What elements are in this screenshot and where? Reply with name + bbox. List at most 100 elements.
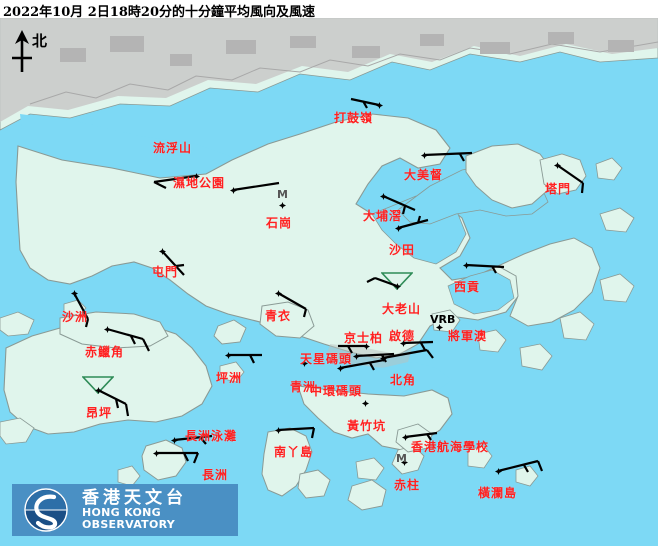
station-dot-icon: [337, 365, 344, 372]
triangle-marker-tates-cairn: [380, 272, 414, 294]
station-dot-icon: [362, 400, 369, 407]
station-label-ngong-ping: 昂坪: [86, 406, 113, 420]
station-label-hk-sea-school: 香港航海學校: [411, 440, 490, 454]
station-dot-icon: [153, 450, 160, 457]
station-dot-icon: [421, 152, 428, 159]
station-dot-icon: [380, 355, 387, 362]
station-label-sha-chau: 沙洲: [62, 310, 89, 324]
station-dot-icon: [159, 248, 166, 255]
lamma-island-shape: [261, 427, 331, 499]
hong-kong-map: [0, 18, 658, 546]
m-annotation-shek-kong: M: [277, 188, 288, 201]
station-label-north-point: 北角: [390, 373, 417, 387]
station-dot-icon: [380, 193, 387, 200]
station-label-tates-cairn: 大老山: [382, 302, 422, 316]
station-dot-icon: [400, 340, 407, 347]
station-label-sha-tin: 沙田: [389, 243, 416, 257]
title-band: [0, 0, 658, 18]
station-label-tai-mei-tuk: 大美督: [404, 168, 444, 182]
station-label-tai-po-kau: 大埔滘: [363, 209, 403, 223]
station-dot-icon: [171, 437, 178, 444]
station-label-peng-chau: 坪洲: [216, 371, 243, 385]
station-label-wong-chuk-hang: 黃竹坑: [347, 419, 387, 433]
station-dot-icon: [436, 324, 443, 331]
station-label-cheung-chau-beach: 長洲泳灘: [185, 429, 238, 443]
station-label-shek-kong: 石崗: [266, 216, 293, 230]
station-label-sai-kung: 西貢: [454, 280, 481, 294]
cheung-chau-island: [117, 439, 187, 487]
station-label-tsing-yi: 青衣: [265, 309, 292, 323]
station-label-tseung-kwan-o: 將軍澳: [448, 329, 488, 343]
hko-logo-english: HONG KONG OBSERVATORY: [82, 506, 176, 531]
station-label-kai-tak: 啟德: [389, 329, 416, 343]
page-title: 2022年10月 2日18時20分的十分鐘平均風向及風速: [3, 5, 316, 20]
station-dot-icon: [353, 353, 360, 360]
station-dot-icon: [376, 102, 383, 109]
station-dot-icon: [395, 225, 402, 232]
hko-logo-text: 香港天文台 HONG KONG OBSERVATORY: [82, 487, 238, 531]
station-dot-icon: [275, 290, 282, 297]
new-territories: [15, 113, 635, 359]
station-dot-icon: [71, 290, 78, 297]
station-dot-icon: [95, 387, 102, 394]
station-dot-icon: [279, 202, 286, 209]
tsing-yi-island: [213, 301, 315, 345]
station-label-lau-fau-shan: 流浮山: [153, 141, 193, 155]
triangle-marker-ngong-ping: [81, 376, 115, 398]
station-label-kings-park: 京士柏: [344, 331, 384, 345]
station-label-central-pier: 中環碼頭: [310, 384, 363, 398]
vrb-annotation-tseung-kwan-o: VRB: [430, 313, 456, 326]
station-dot-icon: [275, 427, 282, 434]
hko-logo-chinese: 香港天文台: [82, 487, 187, 508]
station-dot-icon: [402, 434, 409, 441]
station-dot-icon: [301, 360, 308, 367]
north-arrow: 北: [6, 28, 58, 76]
station-label-wetland-park: 濕地公園: [173, 176, 226, 190]
southern-islets: [347, 273, 635, 511]
station-dot-icon: [495, 468, 502, 475]
station-dot-icon: [463, 262, 470, 269]
station-dot-icon: [193, 173, 200, 180]
station-label-chek-lap-kok: 赤鱲角: [85, 345, 125, 359]
station-label-tuen-mun: 屯門: [152, 265, 179, 279]
station-dot-icon: [230, 187, 237, 194]
station-label-stanley: 赤柱: [394, 478, 421, 492]
station-label-cheung-chau: 長洲: [202, 468, 229, 482]
victoria-harbour: [286, 362, 452, 396]
hko-logo: 香港天文台 HONG KONG OBSERVATORY: [12, 484, 238, 536]
mainland-landmass: [0, 18, 658, 131]
station-dot-icon: [554, 162, 561, 169]
station-dot-icon: [104, 326, 111, 333]
station-dot-icon: [394, 283, 401, 290]
station-label-star-ferry: 天星碼頭: [300, 352, 353, 366]
hko-logo-icon: [18, 487, 74, 533]
station-dot-icon: [363, 343, 370, 350]
station-label-waglan-island: 橫瀾島: [478, 486, 518, 500]
north-label: 北: [32, 32, 48, 50]
peng-chau-island: [219, 361, 245, 383]
